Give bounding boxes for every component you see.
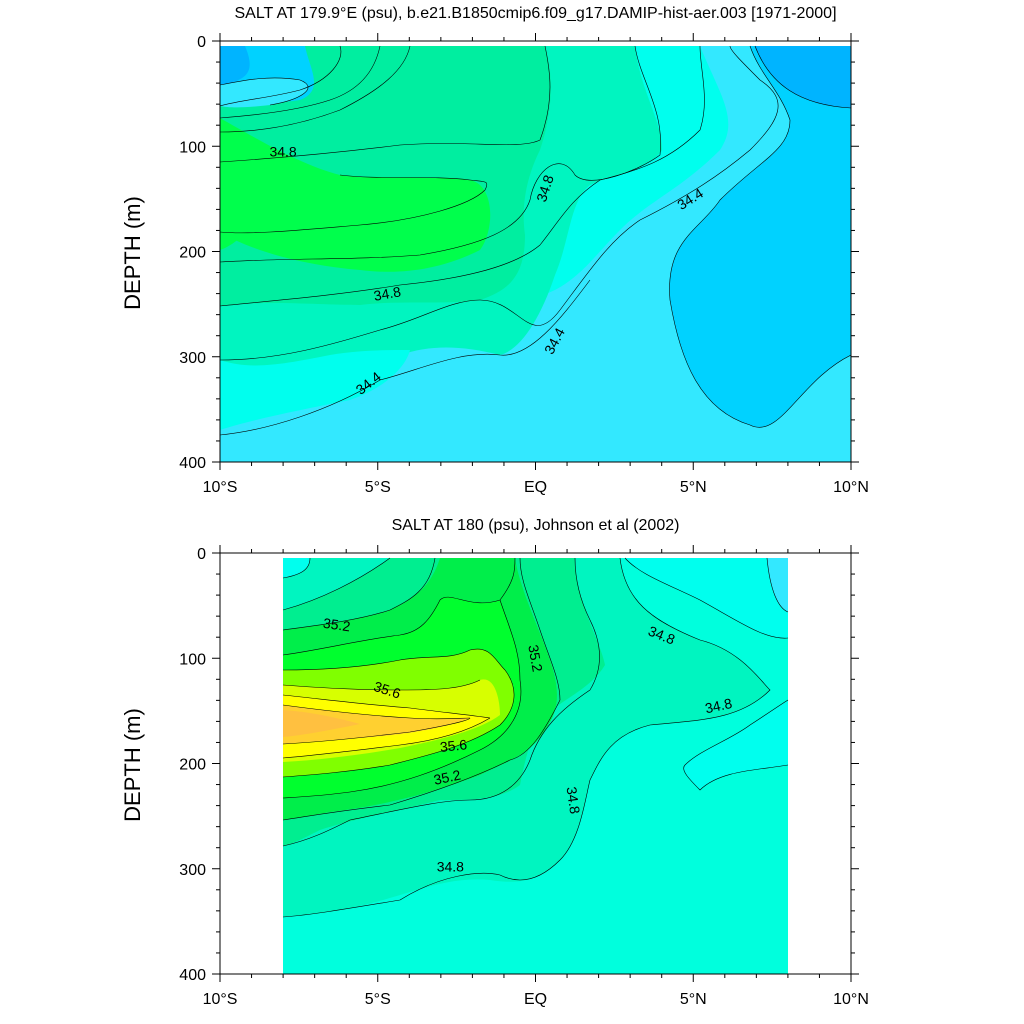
contour-line bbox=[282, 557, 391, 611]
contour-line bbox=[282, 557, 600, 847]
x-tick-label: 10°S bbox=[203, 991, 238, 1008]
contour-lines-bottom bbox=[282, 557, 789, 918]
y-tick-label: 400 bbox=[179, 455, 206, 472]
contour-line bbox=[282, 704, 471, 720]
x-tick-label: 5°S bbox=[365, 991, 391, 1008]
contour-line bbox=[669, 45, 851, 428]
contour-label: 35.6 bbox=[439, 736, 468, 755]
contour-fill bbox=[220, 46, 250, 85]
contour-line bbox=[220, 174, 488, 234]
contour-fields-top bbox=[220, 46, 851, 462]
x-tick-label: 10°S bbox=[203, 479, 238, 496]
contour-label: 35.2 bbox=[432, 766, 462, 787]
axes-layer: 10°S 5°S EQ 5°N 10°N 0 100 200 300 400 10°S 5°S EQ 5°… bbox=[179, 33, 869, 1008]
contour-line bbox=[220, 45, 779, 361]
contour-line bbox=[220, 279, 591, 436]
contour-line bbox=[220, 45, 411, 133]
contour-label: 35.2 bbox=[322, 615, 351, 635]
x-tick-label: 5°S bbox=[365, 479, 391, 496]
x-tick-label: EQ bbox=[524, 479, 547, 496]
contour-line bbox=[282, 717, 491, 759]
y-tick-label: 100 bbox=[179, 651, 206, 668]
y-tick-label: 300 bbox=[179, 350, 206, 367]
contour-label: 34.8 bbox=[372, 283, 402, 304]
contour-line bbox=[766, 557, 789, 613]
contour-line bbox=[220, 45, 705, 307]
y-tick-label: 0 bbox=[197, 546, 206, 563]
contour-line bbox=[282, 557, 561, 821]
contour-fill bbox=[755, 46, 851, 108]
y-tick-label: 100 bbox=[179, 139, 206, 156]
y-tick-label: 200 bbox=[179, 757, 206, 774]
contour-line bbox=[282, 557, 436, 631]
contour-label: 34.8 bbox=[437, 859, 464, 875]
contour-fill bbox=[220, 118, 491, 272]
contour-line bbox=[282, 557, 516, 656]
contour-line bbox=[220, 45, 342, 107]
y-tick-label: 300 bbox=[179, 862, 206, 879]
contour-fill bbox=[620, 558, 788, 639]
contour-fill bbox=[220, 160, 260, 250]
contour-line bbox=[282, 679, 481, 691]
contour-line bbox=[624, 557, 789, 639]
x-tick-label: 5°N bbox=[680, 479, 707, 496]
contour-line bbox=[282, 694, 491, 719]
contour-fill bbox=[283, 705, 470, 744]
contour-fill bbox=[669, 46, 851, 428]
contour-line bbox=[220, 45, 551, 163]
x-tick-label: EQ bbox=[524, 991, 547, 1008]
contour-fill bbox=[283, 558, 310, 578]
chart-title-top: SALT AT 179.9°E (psu), b.e21.B1850cmip6.… bbox=[234, 5, 837, 22]
contour-line bbox=[282, 648, 506, 671]
contour-line bbox=[282, 717, 471, 745]
chart-title-bottom: SALT AT 180 (psu), Johnson et al (2002) bbox=[391, 517, 680, 534]
contour-line bbox=[282, 599, 522, 799]
contour-line bbox=[282, 669, 515, 778]
contour-fill bbox=[283, 710, 360, 737]
y-tick-label: 200 bbox=[179, 245, 206, 262]
contour-line bbox=[220, 77, 309, 106]
x-tick-label: 5°N bbox=[680, 991, 707, 1008]
contour-line bbox=[282, 557, 771, 918]
contour-fill bbox=[767, 558, 788, 612]
contour-fill bbox=[220, 350, 410, 430]
x-tick-label: 10°N bbox=[833, 991, 869, 1008]
contour-fields-bottom bbox=[283, 558, 788, 974]
y-tick-label: 0 bbox=[197, 34, 206, 51]
contour-line bbox=[220, 45, 661, 263]
y-tick-label: 400 bbox=[179, 967, 206, 984]
contour-line bbox=[683, 699, 789, 791]
contour-lines-top bbox=[220, 45, 851, 436]
contour-fill bbox=[683, 700, 788, 790]
contour-line bbox=[754, 45, 851, 109]
contour-label: 34.8 bbox=[564, 786, 584, 815]
contour-label: 35.2 bbox=[525, 643, 546, 673]
contour-label: 34.8 bbox=[703, 695, 733, 716]
contour-label: 34.8 bbox=[269, 144, 296, 160]
x-tick-label: 10°N bbox=[833, 479, 869, 496]
contour-fill bbox=[220, 77, 309, 108]
contour-line bbox=[220, 45, 381, 119]
contour-line bbox=[282, 557, 311, 579]
